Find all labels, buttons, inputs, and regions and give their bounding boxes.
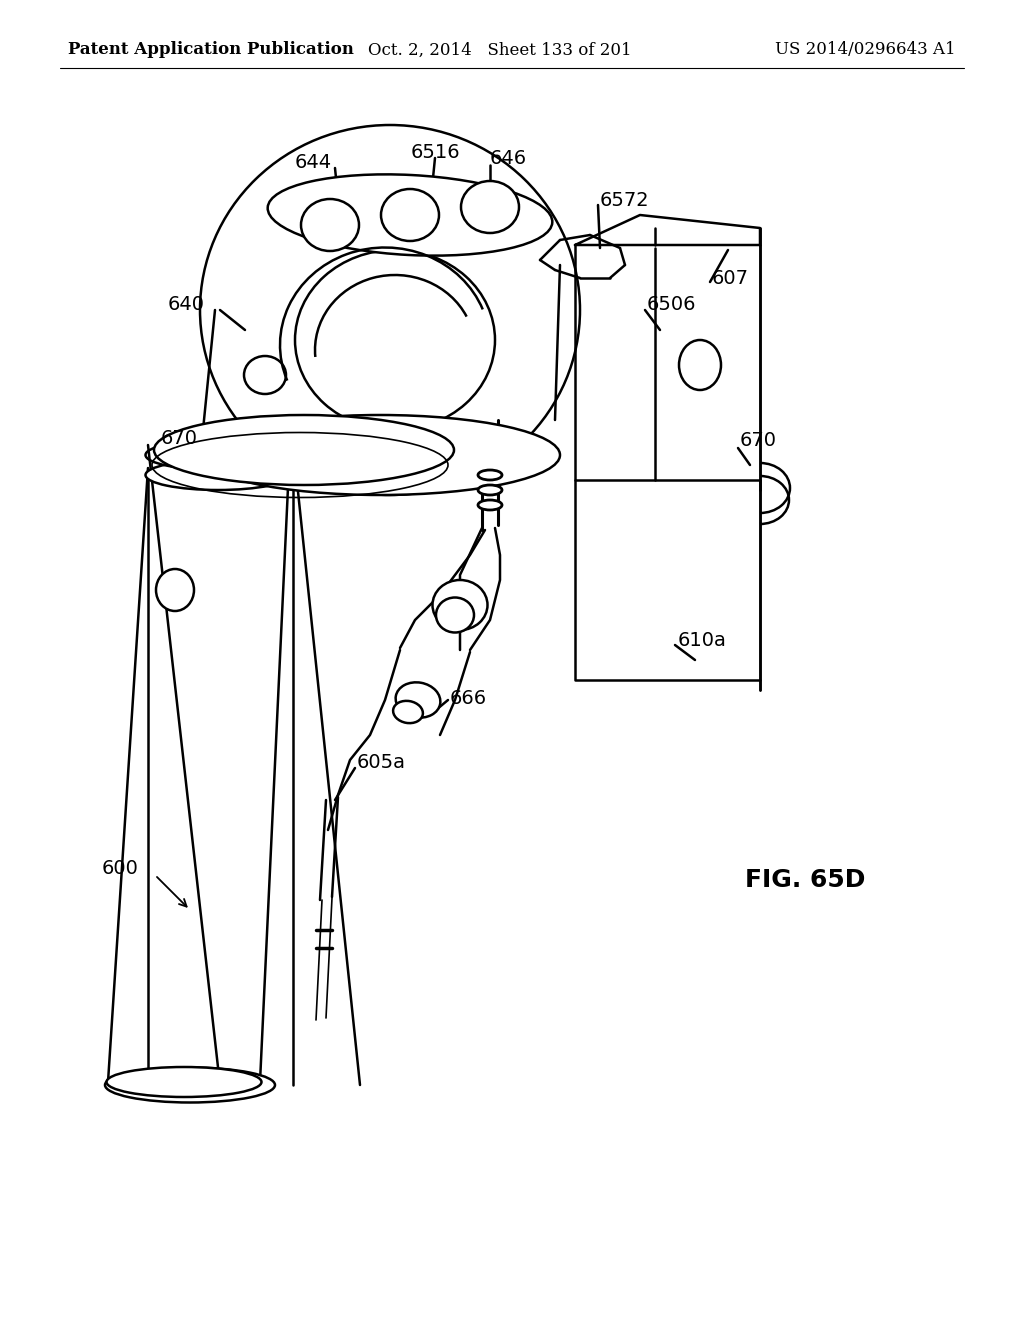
- Text: Oct. 2, 2014   Sheet 133 of 201: Oct. 2, 2014 Sheet 133 of 201: [369, 41, 632, 58]
- Ellipse shape: [436, 598, 474, 632]
- Text: 646: 646: [490, 149, 527, 168]
- Ellipse shape: [244, 356, 286, 393]
- Ellipse shape: [478, 484, 502, 495]
- Ellipse shape: [432, 579, 487, 630]
- Ellipse shape: [461, 181, 519, 234]
- Ellipse shape: [295, 249, 495, 430]
- Ellipse shape: [200, 414, 560, 495]
- Ellipse shape: [154, 414, 454, 484]
- Text: 670: 670: [161, 429, 198, 447]
- Ellipse shape: [156, 569, 194, 611]
- Text: 670: 670: [740, 430, 777, 450]
- Ellipse shape: [105, 1068, 275, 1102]
- Ellipse shape: [267, 174, 552, 256]
- Text: 644: 644: [295, 153, 332, 172]
- Ellipse shape: [200, 125, 580, 495]
- Ellipse shape: [145, 459, 291, 490]
- Ellipse shape: [301, 199, 359, 251]
- Text: 6516: 6516: [411, 143, 460, 161]
- Text: 600: 600: [101, 858, 138, 878]
- Text: US 2014/0296643 A1: US 2014/0296643 A1: [775, 41, 956, 58]
- Ellipse shape: [106, 1067, 261, 1097]
- Ellipse shape: [478, 500, 502, 510]
- Text: 6506: 6506: [647, 296, 696, 314]
- Ellipse shape: [679, 341, 721, 389]
- Text: 666: 666: [450, 689, 487, 708]
- Ellipse shape: [381, 189, 439, 242]
- Text: 640: 640: [168, 296, 205, 314]
- Text: FIG. 65D: FIG. 65D: [745, 869, 865, 892]
- Text: 607: 607: [712, 268, 749, 288]
- Text: 6572: 6572: [600, 190, 649, 210]
- Ellipse shape: [393, 701, 423, 723]
- Text: Patent Application Publication: Patent Application Publication: [68, 41, 354, 58]
- Ellipse shape: [478, 470, 502, 480]
- Text: 610a: 610a: [678, 631, 727, 649]
- Text: 605a: 605a: [357, 752, 406, 771]
- Ellipse shape: [395, 682, 440, 718]
